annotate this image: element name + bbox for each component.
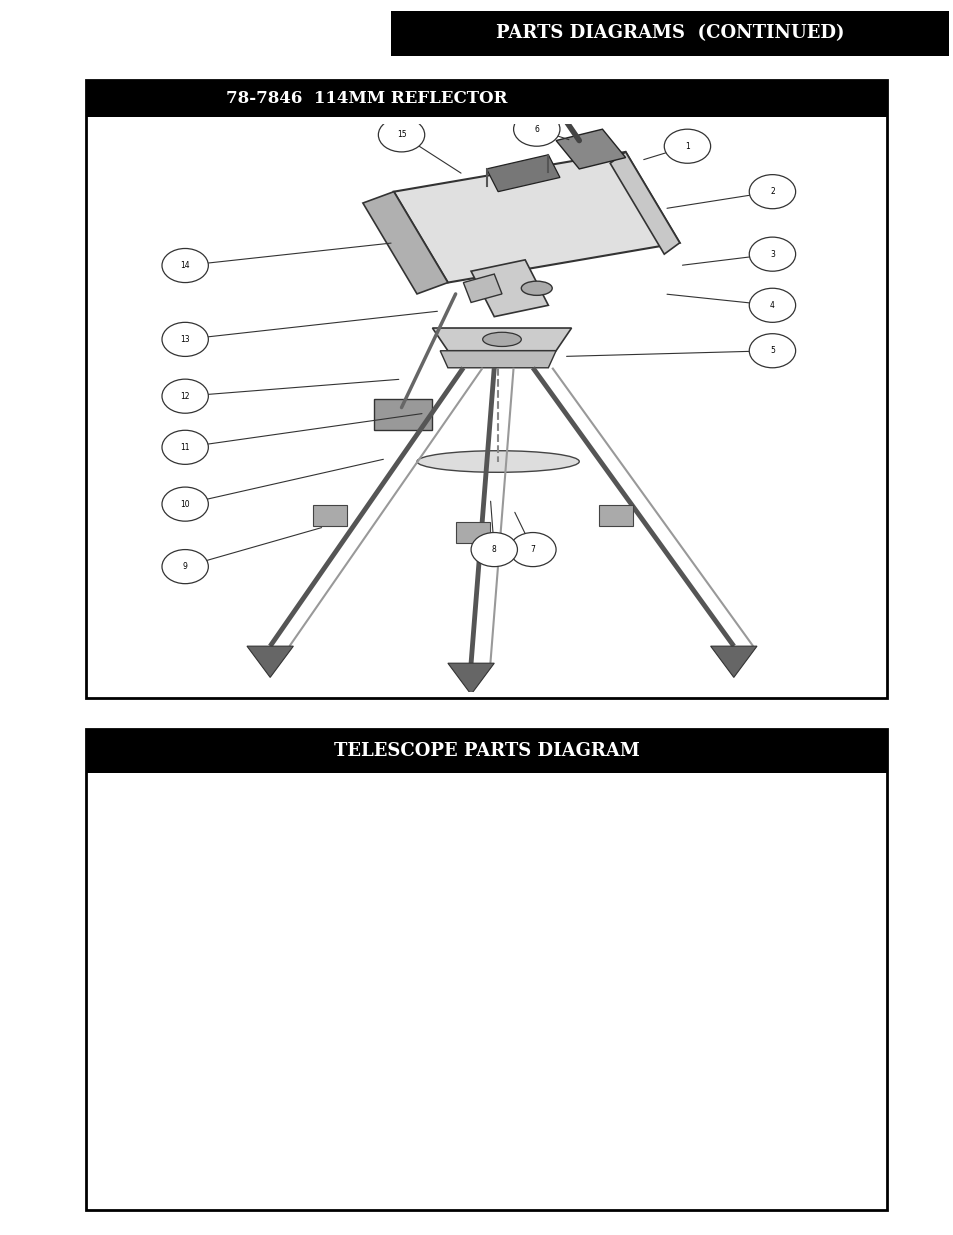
Bar	[391, 11, 948, 56]
Bar	[86, 80, 886, 117]
Bar	[456, 522, 490, 542]
Text: 78-7846  114MM REFLECTOR: 78-7846 114MM REFLECTOR	[226, 90, 506, 107]
Text: 14: 14	[180, 261, 190, 270]
Bar	[375, 399, 432, 430]
Polygon shape	[432, 329, 571, 351]
Polygon shape	[448, 663, 494, 694]
Ellipse shape	[482, 332, 520, 347]
Polygon shape	[471, 259, 548, 316]
Circle shape	[162, 487, 208, 521]
Polygon shape	[362, 191, 448, 294]
Circle shape	[162, 430, 208, 464]
Circle shape	[513, 112, 559, 146]
Polygon shape	[247, 646, 294, 677]
Text: TELESCOPE PARTS DIAGRAM: TELESCOPE PARTS DIAGRAM	[334, 742, 639, 760]
Bar	[86, 729, 886, 1210]
Circle shape	[162, 379, 208, 414]
Text: 11: 11	[180, 443, 190, 452]
Text: 2: 2	[769, 188, 774, 196]
Polygon shape	[710, 646, 757, 677]
Circle shape	[748, 333, 795, 368]
Polygon shape	[610, 152, 679, 254]
Text: 6: 6	[534, 125, 538, 133]
Bar	[86, 729, 886, 773]
Ellipse shape	[416, 451, 578, 472]
Circle shape	[509, 532, 556, 567]
Bar	[86, 80, 886, 698]
Text: 5: 5	[769, 346, 774, 356]
Text: 15: 15	[396, 131, 406, 140]
Polygon shape	[394, 152, 679, 283]
Text: 3: 3	[769, 249, 774, 258]
Circle shape	[748, 288, 795, 322]
Ellipse shape	[520, 282, 552, 295]
Bar	[313, 505, 347, 526]
Circle shape	[748, 174, 795, 209]
Text: 4: 4	[769, 301, 774, 310]
Polygon shape	[556, 130, 625, 169]
Circle shape	[162, 322, 208, 357]
Circle shape	[378, 117, 424, 152]
Text: 9: 9	[183, 562, 188, 571]
Polygon shape	[463, 274, 501, 303]
Text: 12: 12	[180, 391, 190, 400]
Circle shape	[663, 130, 710, 163]
Text: 13: 13	[180, 335, 190, 343]
Circle shape	[471, 532, 517, 567]
Text: 8: 8	[492, 545, 497, 555]
Circle shape	[162, 550, 208, 584]
Text: 1: 1	[684, 142, 689, 151]
Bar	[598, 505, 633, 526]
Polygon shape	[486, 154, 559, 191]
Text: PARTS DIAGRAMS  (CONTINUED): PARTS DIAGRAMS (CONTINUED)	[496, 25, 843, 42]
Text: 10: 10	[180, 500, 190, 509]
Text: 7: 7	[530, 545, 535, 555]
Circle shape	[748, 237, 795, 272]
Circle shape	[162, 248, 208, 283]
Polygon shape	[439, 351, 556, 368]
